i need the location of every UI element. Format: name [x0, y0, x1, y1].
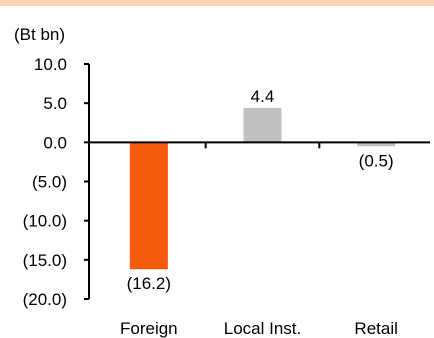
data-label: 4.4: [251, 87, 275, 106]
y-tick-label: 10.0: [34, 55, 67, 74]
y-tick-label: (20.0): [23, 290, 67, 309]
x-tick-label: Local Inst.: [224, 319, 302, 338]
y-tick-label: 5.0: [43, 94, 67, 113]
unit-label: (Bt bn): [14, 25, 65, 44]
top-border: [0, 0, 434, 6]
data-label: (16.2): [127, 274, 171, 293]
x-tick-label: Retail: [354, 319, 397, 338]
y-tick-label: (5.0): [32, 173, 67, 192]
bar-foreign: [129, 142, 168, 270]
bar-local-inst: [243, 107, 282, 143]
bar-retail: [357, 142, 396, 147]
y-tick-label: (10.0): [23, 212, 67, 231]
data-label: (0.5): [359, 151, 394, 170]
y-tick-label: 0.0: [43, 133, 67, 152]
x-tick-label: Foreign: [120, 319, 178, 338]
y-tick-label: (15.0): [23, 251, 67, 270]
